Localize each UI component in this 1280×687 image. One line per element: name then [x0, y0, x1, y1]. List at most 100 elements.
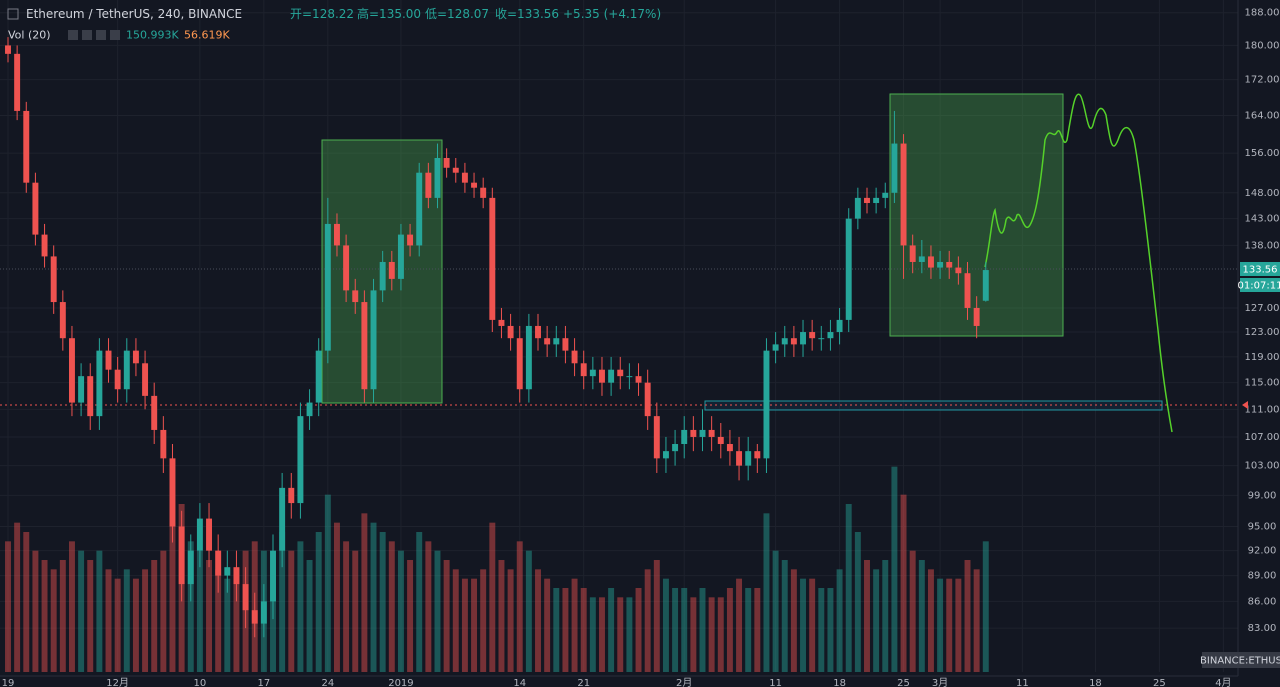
- candle-body: [982, 270, 989, 301]
- volume-bar: [279, 532, 286, 672]
- volume-bar: [745, 588, 752, 672]
- candle-body: [416, 172, 423, 246]
- x-tick-label: 11: [769, 678, 782, 687]
- y-tick-label: 123.00: [1245, 327, 1280, 338]
- candle-body: [726, 444, 733, 452]
- volume-bar: [955, 578, 962, 672]
- volume-bar: [589, 597, 596, 672]
- volume-bar: [653, 560, 660, 672]
- candle-body: [599, 369, 605, 383]
- candle-body: [343, 245, 350, 291]
- volume-label: Vol (20): [8, 29, 51, 42]
- candle-body: [681, 429, 688, 445]
- volume-bar: [662, 578, 669, 672]
- candle-body: [763, 350, 770, 459]
- volume-bar: [535, 569, 541, 672]
- candle-body: [891, 143, 898, 193]
- collapse-icon[interactable]: [7, 8, 19, 20]
- volume-bar: [288, 550, 295, 672]
- candle-body: [818, 338, 825, 340]
- volume-bar: [644, 569, 651, 672]
- candle-body: [59, 302, 66, 339]
- candle-body: [169, 458, 176, 527]
- volume-bar: [361, 513, 368, 672]
- candle-body: [781, 338, 788, 345]
- candle-body: [489, 197, 496, 320]
- candle-body: [882, 192, 889, 198]
- candle-body: [589, 369, 596, 377]
- volume-bar: [836, 569, 843, 672]
- volume-bar: [23, 532, 30, 672]
- candle-body: [306, 402, 313, 417]
- ohlc-low: 低=128.07: [425, 7, 489, 21]
- candle-body: [78, 376, 85, 403]
- icon[interactable]: [82, 30, 92, 40]
- candle-body: [973, 307, 980, 326]
- candle-body: [626, 376, 633, 378]
- volume-bar: [59, 560, 66, 672]
- candle-body: [379, 261, 386, 291]
- candle-body: [132, 350, 139, 364]
- y-tick-label: 115.00: [1245, 378, 1280, 389]
- volume-bar: [169, 522, 176, 672]
- x-tick-label: 17: [257, 678, 270, 687]
- x-tick-label: 2月: [676, 677, 692, 687]
- y-tick-label: 89.00: [1248, 571, 1277, 582]
- candle-body: [96, 350, 103, 417]
- volume-bar: [736, 578, 743, 672]
- volume-bar: [334, 522, 340, 672]
- icon[interactable]: [96, 30, 106, 40]
- candle-body: [736, 451, 743, 466]
- candle-body: [708, 429, 715, 437]
- candle-body: [279, 487, 286, 551]
- candle-body: [480, 187, 487, 198]
- candle-body: [809, 332, 816, 339]
- volume-bar: [407, 560, 414, 672]
- volume-bar: [772, 550, 779, 672]
- candle-body: [68, 338, 75, 403]
- volume-bar: [571, 578, 578, 672]
- volume-bar: [498, 560, 505, 672]
- y-tick-label: 86.00: [1248, 596, 1277, 607]
- x-tick-label: 3月: [932, 677, 948, 687]
- candle-body: [498, 319, 505, 326]
- volume-bar: [434, 550, 441, 672]
- y-tick-label: 143.00: [1245, 214, 1280, 225]
- candle-body: [635, 376, 642, 383]
- volume-bar: [854, 532, 861, 672]
- x-tick-label: 18: [1089, 678, 1102, 687]
- volume-bar: [142, 569, 149, 672]
- x-tick-label: 25: [1153, 678, 1166, 687]
- candle-body: [242, 584, 249, 611]
- volume-bar: [507, 569, 514, 672]
- volume-value: 150.993K: [126, 29, 179, 42]
- icon[interactable]: [110, 30, 120, 40]
- candle-body: [434, 157, 441, 198]
- candle-body: [909, 245, 916, 262]
- icon[interactable]: [68, 30, 78, 40]
- candle-body: [516, 338, 523, 390]
- volume-bar: [50, 569, 57, 672]
- volume-bar: [489, 522, 496, 672]
- volume-bar: [946, 578, 953, 672]
- candle-body: [864, 197, 870, 204]
- y-tick-label: 138.00: [1245, 240, 1280, 251]
- volume-bar: [525, 550, 532, 672]
- volume-bar: [105, 569, 112, 672]
- volume-bar: [964, 560, 971, 672]
- candle-body: [151, 395, 158, 430]
- y-tick-label: 188.00: [1245, 8, 1280, 19]
- candle-body: [407, 234, 414, 246]
- candle-body: [370, 290, 377, 390]
- x-tick-label: 21: [577, 678, 590, 687]
- volume-bar: [452, 569, 459, 672]
- ohlc-open: 开=128.22: [290, 7, 354, 21]
- volume-bar: [927, 569, 934, 672]
- volume-bar: [416, 532, 423, 672]
- candle-body: [178, 526, 185, 585]
- candle-body: [653, 416, 660, 459]
- candle-body: [937, 261, 944, 268]
- countdown: 01:07:11: [1238, 281, 1280, 292]
- symbol: Ethereum / TetherUS, 240, BINANCE: [26, 7, 242, 21]
